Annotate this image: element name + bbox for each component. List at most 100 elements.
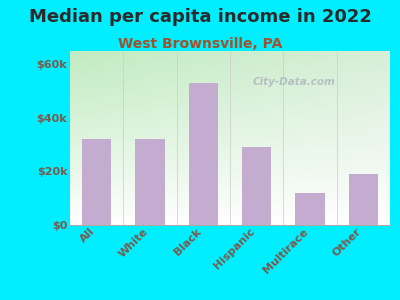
- Bar: [70, 160, 390, 161]
- Bar: [70, 185, 390, 186]
- Bar: [70, 177, 390, 178]
- Bar: [70, 55, 390, 56]
- Bar: [70, 208, 390, 209]
- Bar: [70, 71, 390, 72]
- Bar: [70, 104, 390, 105]
- Bar: [70, 88, 390, 89]
- Bar: [70, 89, 390, 90]
- Bar: [70, 206, 390, 207]
- Bar: [70, 184, 390, 185]
- Bar: [70, 207, 390, 208]
- Bar: [70, 214, 390, 215]
- Bar: [70, 158, 390, 159]
- Bar: [70, 137, 390, 138]
- Bar: [70, 106, 390, 107]
- Bar: [70, 83, 390, 84]
- Bar: [70, 170, 390, 171]
- Bar: [70, 114, 390, 115]
- Bar: [70, 181, 390, 182]
- Bar: [70, 162, 390, 163]
- Bar: [70, 193, 390, 194]
- Bar: [70, 199, 390, 200]
- Bar: [70, 200, 390, 201]
- Bar: [70, 118, 390, 119]
- Bar: [70, 156, 390, 157]
- Bar: [70, 58, 390, 59]
- Bar: [70, 215, 390, 216]
- Bar: [70, 217, 390, 218]
- Bar: [70, 172, 390, 173]
- Bar: [70, 155, 390, 156]
- Bar: [70, 195, 390, 196]
- Bar: [70, 222, 390, 223]
- Bar: [70, 65, 390, 66]
- Bar: [70, 203, 390, 204]
- Bar: [82, 139, 111, 225]
- Bar: [70, 131, 390, 132]
- Bar: [189, 83, 218, 225]
- Bar: [70, 63, 390, 64]
- Bar: [70, 54, 390, 55]
- Bar: [70, 112, 390, 113]
- Bar: [70, 100, 390, 101]
- Bar: [70, 66, 390, 67]
- Bar: [70, 201, 390, 202]
- Bar: [70, 152, 390, 153]
- Bar: [70, 149, 390, 150]
- Bar: [70, 101, 390, 102]
- Bar: [70, 186, 390, 187]
- Bar: [70, 59, 390, 60]
- Bar: [70, 136, 390, 137]
- Bar: [70, 164, 390, 165]
- Bar: [70, 138, 390, 139]
- Bar: [70, 100, 390, 101]
- Bar: [70, 153, 390, 154]
- Bar: [70, 78, 390, 79]
- Bar: [70, 165, 390, 166]
- Bar: [70, 110, 390, 111]
- Bar: [70, 56, 390, 57]
- Bar: [70, 87, 390, 88]
- Bar: [70, 81, 390, 82]
- Bar: [70, 90, 390, 91]
- Bar: [70, 86, 390, 87]
- Bar: [70, 130, 390, 131]
- Bar: [70, 111, 390, 112]
- Bar: [70, 52, 390, 53]
- Bar: [70, 173, 390, 174]
- Bar: [70, 127, 390, 128]
- Bar: [70, 209, 390, 210]
- Bar: [70, 67, 390, 68]
- Bar: [70, 123, 390, 124]
- Bar: [70, 212, 390, 213]
- Bar: [70, 126, 390, 127]
- Bar: [70, 69, 390, 70]
- Bar: [70, 68, 390, 69]
- Bar: [70, 204, 390, 205]
- Bar: [70, 178, 390, 179]
- Bar: [70, 198, 390, 199]
- Bar: [70, 213, 390, 214]
- Bar: [70, 74, 390, 75]
- Bar: [70, 192, 390, 193]
- Bar: [70, 92, 390, 93]
- Bar: [135, 139, 165, 225]
- Bar: [70, 221, 390, 222]
- Bar: [70, 120, 390, 121]
- Bar: [70, 122, 390, 123]
- Bar: [70, 135, 390, 136]
- Bar: [70, 139, 390, 140]
- Bar: [70, 141, 390, 142]
- Bar: [70, 76, 390, 77]
- Bar: [70, 147, 390, 148]
- Bar: [70, 163, 390, 164]
- Bar: [70, 223, 390, 224]
- Bar: [70, 125, 390, 126]
- Bar: [70, 124, 390, 125]
- Bar: [70, 113, 390, 114]
- Bar: [70, 70, 390, 71]
- Bar: [70, 133, 390, 134]
- Bar: [70, 91, 390, 92]
- Bar: [70, 150, 390, 151]
- Bar: [70, 169, 390, 170]
